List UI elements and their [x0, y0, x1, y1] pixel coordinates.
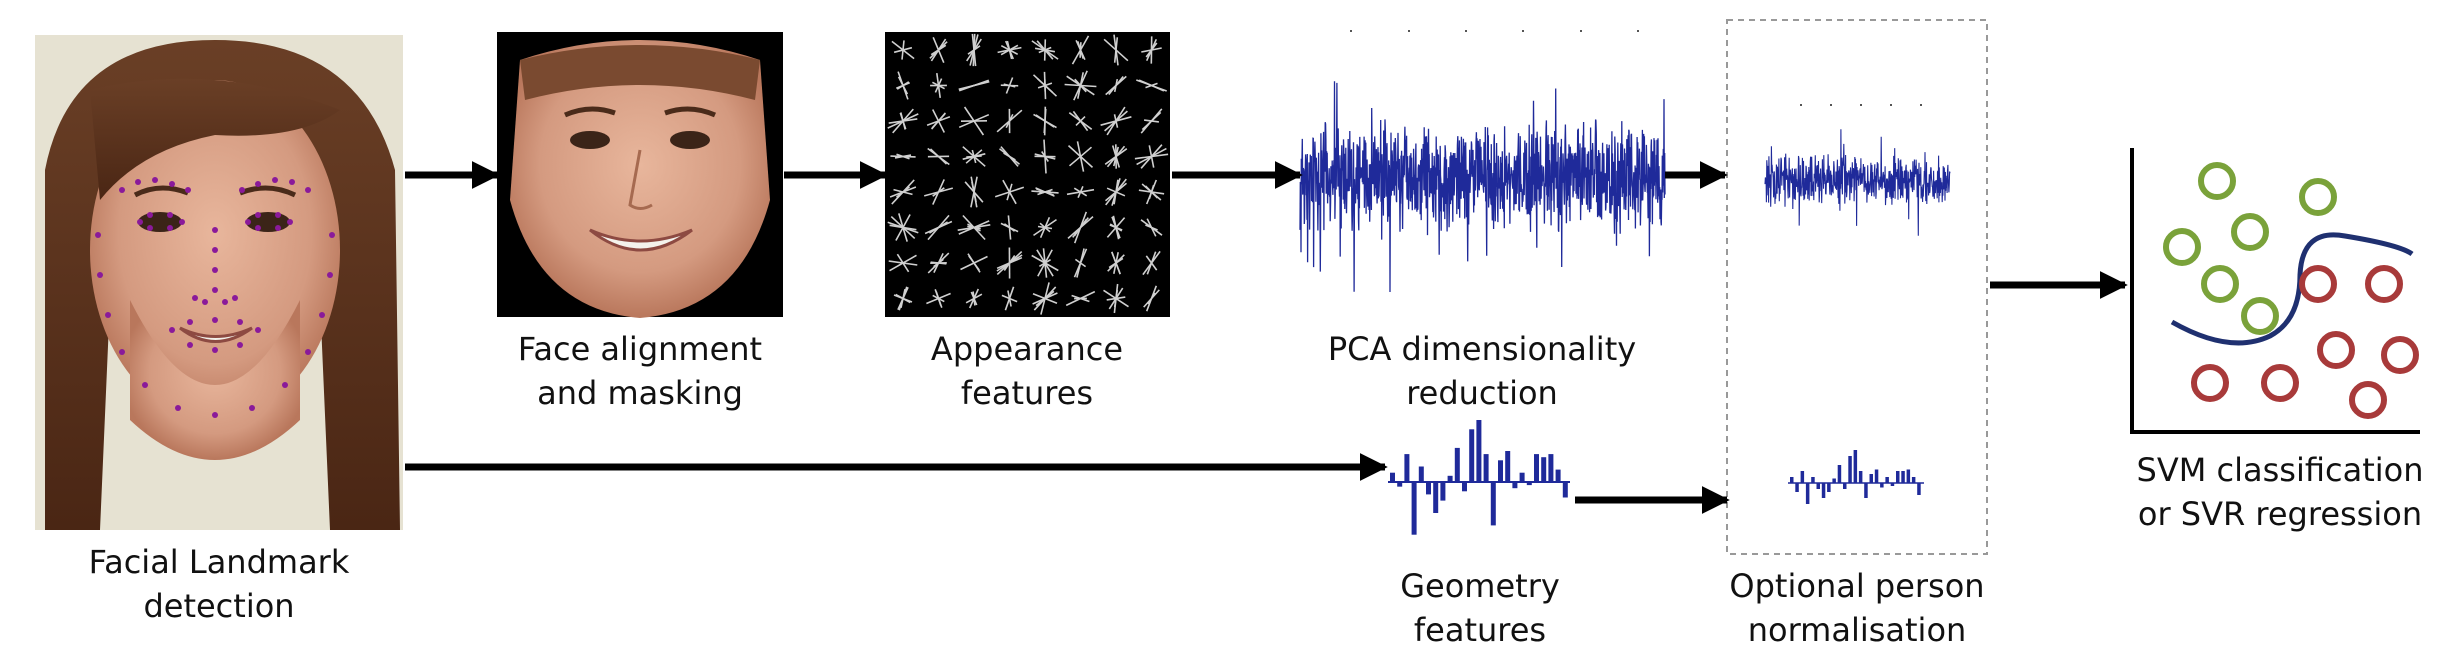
label-appearance-features: Appearance features: [930, 330, 1124, 412]
class-a-point: [2163, 228, 2201, 266]
class-b-point: [2349, 381, 2387, 419]
masked-aligned-face: [497, 32, 783, 318]
decision-boundary: [2170, 232, 2414, 346]
label-geometry-features: Geometry features: [1400, 567, 1560, 649]
class-b-point: [2299, 265, 2337, 303]
label-facial-landmark-detection: Facial Landmark detection: [88, 543, 350, 625]
normalised-signal-plot: [1764, 104, 1951, 236]
svm-scatter-plot: [2130, 148, 2420, 434]
geometry-bar-plot: [1388, 420, 1570, 535]
class-b-point: [2381, 336, 2419, 374]
class-a-point: [2241, 297, 2279, 335]
normalised-bar-plot: [1788, 450, 1924, 504]
class-a-point: [2201, 265, 2239, 303]
label-pca-reduction: PCA dimensionality reduction: [1327, 330, 1637, 412]
class-a-point: [2299, 178, 2337, 216]
label-person-normalisation: Optional person normalisation: [1729, 567, 1985, 649]
class-b-point: [2191, 364, 2229, 402]
face-photo-with-landmarks: [35, 35, 403, 530]
class-a-point: [2198, 162, 2236, 200]
normalisation-box: [1726, 19, 1988, 555]
label-face-alignment: Face alignment and masking: [517, 330, 763, 412]
label-svm-classification: SVM classification or SVR regression: [2136, 451, 2424, 533]
appearance-feature-grid: [885, 32, 1170, 317]
class-b-point: [2365, 265, 2403, 303]
pca-signal-plot: [1299, 30, 1666, 293]
class-b-point: [2261, 364, 2299, 402]
class-b-point: [2317, 331, 2355, 369]
class-a-point: [2231, 213, 2269, 251]
